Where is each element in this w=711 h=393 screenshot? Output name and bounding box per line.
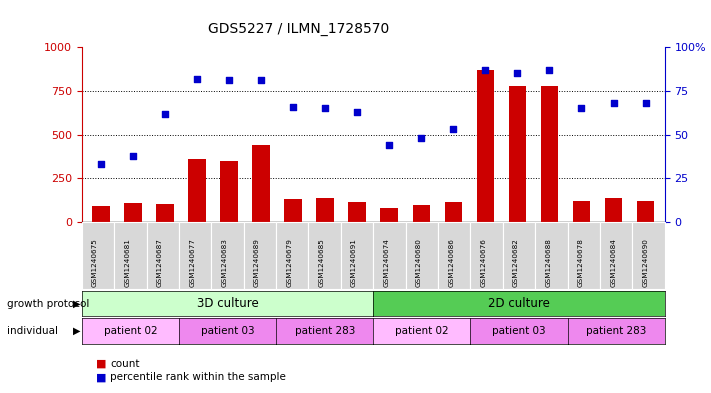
Text: GSM1240685: GSM1240685	[319, 238, 325, 287]
Text: 2D culture: 2D culture	[488, 297, 550, 310]
Text: GDS5227 / ILMN_1728570: GDS5227 / ILMN_1728570	[208, 22, 389, 37]
Point	[512, 70, 523, 77]
Point	[223, 77, 235, 84]
Point	[416, 135, 427, 141]
Bar	[124, 203, 141, 222]
Point	[159, 110, 171, 117]
Text: GSM1240691: GSM1240691	[351, 238, 357, 287]
Bar	[92, 206, 109, 222]
Point	[640, 100, 651, 106]
Point	[319, 105, 331, 112]
Text: GSM1240683: GSM1240683	[222, 238, 228, 287]
Text: patient 02: patient 02	[395, 326, 449, 336]
Point	[480, 67, 491, 73]
Bar	[476, 70, 494, 222]
Bar	[540, 86, 558, 222]
Bar	[637, 201, 654, 222]
Text: GSM1240690: GSM1240690	[643, 238, 648, 287]
Text: GSM1240681: GSM1240681	[124, 238, 130, 287]
Text: ■: ■	[96, 358, 107, 369]
Point	[576, 105, 587, 112]
Text: patient 03: patient 03	[201, 326, 255, 336]
Point	[448, 126, 459, 132]
Bar	[316, 198, 334, 222]
Text: ■: ■	[96, 372, 107, 382]
Text: GSM1240680: GSM1240680	[416, 238, 422, 287]
Text: GSM1240686: GSM1240686	[448, 238, 454, 287]
Point	[351, 109, 363, 115]
Text: GSM1240688: GSM1240688	[545, 238, 552, 287]
Bar	[220, 161, 238, 222]
Text: patient 283: patient 283	[294, 326, 355, 336]
Point	[127, 152, 139, 159]
Text: GSM1240677: GSM1240677	[189, 238, 195, 287]
Text: GSM1240679: GSM1240679	[287, 238, 292, 287]
Text: GSM1240678: GSM1240678	[578, 238, 584, 287]
Text: count: count	[110, 358, 139, 369]
Text: GSM1240684: GSM1240684	[610, 238, 616, 287]
Text: GSM1240682: GSM1240682	[513, 238, 519, 287]
Bar	[380, 208, 398, 222]
Text: patient 02: patient 02	[104, 326, 157, 336]
Text: ▶: ▶	[73, 299, 80, 309]
Bar	[156, 204, 174, 222]
Text: GSM1240675: GSM1240675	[92, 238, 98, 287]
Text: individual: individual	[7, 326, 58, 336]
Bar	[444, 202, 462, 222]
Point	[544, 67, 555, 73]
Point	[608, 100, 619, 106]
Bar	[572, 201, 590, 222]
Text: patient 283: patient 283	[586, 326, 646, 336]
Bar	[605, 198, 622, 222]
Bar	[252, 145, 270, 222]
Point	[191, 75, 203, 82]
Bar	[348, 202, 366, 222]
Text: GSM1240674: GSM1240674	[383, 238, 390, 287]
Text: ▶: ▶	[73, 326, 80, 336]
Text: growth protocol: growth protocol	[7, 299, 90, 309]
Point	[95, 161, 107, 167]
Point	[384, 142, 395, 148]
Text: GSM1240676: GSM1240676	[481, 238, 486, 287]
Text: GSM1240687: GSM1240687	[156, 238, 163, 287]
Text: 3D culture: 3D culture	[197, 297, 258, 310]
Bar	[412, 204, 430, 222]
Text: GSM1240689: GSM1240689	[254, 238, 260, 287]
Bar	[188, 159, 206, 222]
Text: patient 03: patient 03	[492, 326, 546, 336]
Bar	[508, 86, 526, 222]
Bar	[284, 199, 302, 222]
Point	[287, 103, 299, 110]
Point	[255, 77, 267, 84]
Text: percentile rank within the sample: percentile rank within the sample	[110, 372, 286, 382]
